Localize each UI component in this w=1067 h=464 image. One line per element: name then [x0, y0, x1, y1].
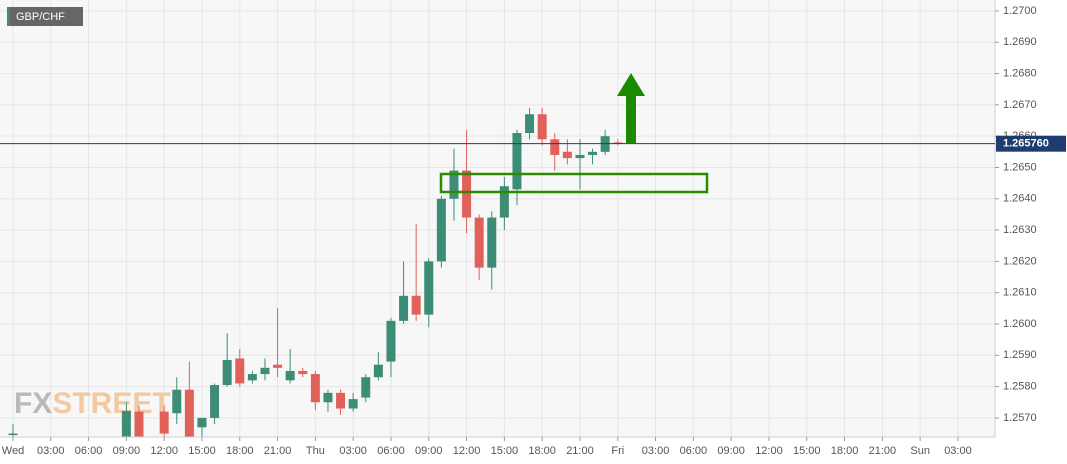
symbol-accent [7, 7, 10, 26]
x-tick-label: 15:00 [188, 445, 216, 457]
candle-body [159, 411, 169, 434]
candle-body [462, 170, 472, 218]
x-tick-label: 21:00 [264, 445, 292, 457]
x-tick-label: Wed [2, 445, 24, 457]
candle-body [247, 374, 257, 381]
candle-body [474, 217, 484, 268]
candle-body [285, 370, 295, 381]
x-tick-label: 03:00 [339, 445, 367, 457]
candle-body [336, 392, 346, 409]
watermark: FXSTREET [14, 387, 171, 420]
y-tick-label: 1.2690 [1003, 36, 1037, 48]
candle-body [235, 358, 245, 384]
candle-body [298, 370, 308, 375]
x-tick-label: 15:00 [793, 445, 821, 457]
x-tick-label: 18:00 [528, 445, 556, 457]
candle-body [373, 364, 383, 378]
x-tick-label: Sun [910, 445, 930, 457]
candle-body [550, 139, 560, 155]
x-tick-label: 09:00 [717, 445, 745, 457]
candle-body [562, 151, 572, 159]
x-tick-label: 12:00 [453, 445, 481, 457]
y-tick-label: 1.2700 [1003, 5, 1037, 17]
candle-body [411, 295, 421, 315]
candle-body [436, 198, 446, 262]
x-tick-label: 09:00 [415, 445, 443, 457]
candle-body [487, 217, 497, 268]
candle-body [323, 392, 333, 403]
symbol-label: GBP/CHF [16, 11, 65, 23]
candle-body [613, 142, 623, 144]
candle-body [260, 367, 270, 375]
x-tick-label: 09:00 [113, 445, 141, 457]
x-tick-label: 18:00 [831, 445, 859, 457]
x-tick-label: 06:00 [680, 445, 708, 457]
candle-body [588, 151, 598, 155]
y-tick-label: 1.2680 [1003, 67, 1037, 79]
y-tick-label: 1.2570 [1003, 412, 1037, 424]
y-tick-label: 1.2630 [1003, 224, 1037, 236]
x-tick-label: 06:00 [377, 445, 405, 457]
y-tick-label: 1.2670 [1003, 99, 1037, 111]
candles [8, 107, 623, 437]
candle-body [424, 261, 434, 315]
x-tick-label: 03:00 [37, 445, 65, 457]
x-tick-label: 12:00 [150, 445, 178, 457]
candle-body [399, 295, 409, 321]
candle-body [386, 320, 396, 362]
candle-body [525, 114, 535, 134]
candle-body [197, 417, 207, 428]
candle-body [499, 186, 509, 218]
x-tick-label: 21:00 [869, 445, 897, 457]
candle-body [134, 411, 144, 437]
x-tick-label: 03:00 [642, 445, 670, 457]
y-tick-label: 1.2590 [1003, 349, 1037, 361]
candle-body [121, 411, 131, 437]
candle-body [537, 114, 547, 140]
candle-body [310, 374, 320, 403]
x-tick-label: 12:00 [755, 445, 783, 457]
candle-body [273, 364, 283, 368]
x-tick-label: Fri [611, 445, 624, 457]
watermark-fx: FX [14, 387, 52, 420]
candle-body [8, 433, 18, 436]
x-tick-label: 06:00 [75, 445, 103, 457]
support-box [439, 172, 709, 194]
y-tick-label: 1.2580 [1003, 381, 1037, 393]
candle-body [184, 389, 194, 437]
candle-body [172, 389, 182, 414]
candle-body [512, 133, 522, 190]
x-tick-label: 21:00 [566, 445, 594, 457]
x-tick-label: 18:00 [226, 445, 254, 457]
candle-body [575, 154, 585, 159]
candle-body [449, 170, 459, 199]
candle-body [210, 385, 220, 418]
plot-area [0, 0, 995, 437]
up-arrow [617, 73, 645, 143]
candle-body [361, 377, 371, 398]
candle-body [348, 399, 358, 409]
last-price-box [996, 135, 1066, 152]
x-tick-label: Thu [306, 445, 325, 457]
y-tick-label: 1.2650 [1003, 161, 1037, 173]
y-tick-label: 1.2600 [1003, 318, 1037, 330]
last-price-label: 1.265760 [1003, 138, 1049, 150]
grid [0, 0, 995, 437]
candle-body [222, 359, 232, 386]
y-tick-label: 1.2640 [1003, 193, 1037, 205]
y-tick-label: 1.2610 [1003, 287, 1037, 299]
x-tick-label: 03:00 [944, 445, 972, 457]
watermark-street: STREET [52, 387, 170, 420]
axes: 1.2570 1.2580 1.2590 1.2600 1.2610 1.2620 1.26… [0, 5, 1066, 457]
x-tick-label: 15:00 [491, 445, 519, 457]
symbol-box [7, 7, 83, 26]
y-tick-label: 1.2620 [1003, 255, 1037, 267]
